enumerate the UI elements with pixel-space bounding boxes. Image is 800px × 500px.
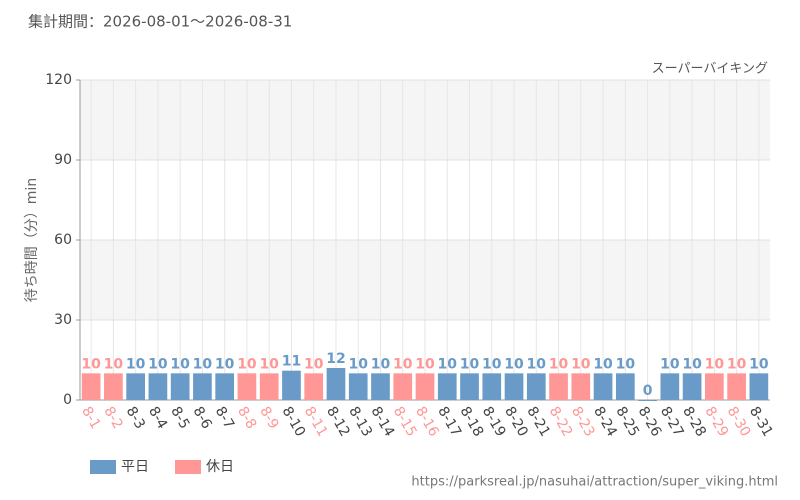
value-label: 11 xyxy=(282,354,301,370)
value-label: 10 xyxy=(571,356,591,372)
bar xyxy=(393,373,413,400)
bar xyxy=(81,373,101,400)
bar xyxy=(415,373,435,400)
legend-swatch xyxy=(175,460,201,474)
bar xyxy=(348,373,368,400)
bar xyxy=(615,373,635,400)
x-tick-label: 8-6 xyxy=(189,404,214,432)
value-label: 10 xyxy=(215,356,235,372)
y-tick-label: 30 xyxy=(54,312,72,328)
x-tick-label: 8-1 xyxy=(78,404,103,432)
bar xyxy=(170,373,190,400)
bar xyxy=(326,368,346,400)
value-label: 10 xyxy=(593,356,613,372)
x-tick-label: 8-2 xyxy=(100,404,125,432)
value-label: 10 xyxy=(527,356,547,372)
value-label: 10 xyxy=(660,356,680,372)
value-label: 10 xyxy=(170,356,190,372)
value-label: 10 xyxy=(749,356,769,372)
value-label: 12 xyxy=(326,351,345,367)
value-label: 10 xyxy=(348,356,368,372)
x-tick-label: 8-5 xyxy=(167,404,192,432)
bar xyxy=(193,373,212,400)
bar xyxy=(727,373,746,400)
value-label: 10 xyxy=(438,356,458,372)
value-label: 10 xyxy=(415,356,435,372)
legend-label: 平日 xyxy=(121,459,149,475)
value-label: 10 xyxy=(126,356,146,372)
bar xyxy=(660,373,680,400)
subtitle: 集計期間：2026-08-01～2026-08-31 xyxy=(28,13,292,31)
value-label: 10 xyxy=(616,356,636,372)
y-tick-label: 120 xyxy=(45,72,72,88)
bar xyxy=(526,373,546,400)
bar xyxy=(482,373,502,400)
bar xyxy=(460,373,479,400)
x-tick-label: 8-8 xyxy=(234,404,259,432)
value-label: 10 xyxy=(460,356,480,372)
legend-label: 休日 xyxy=(206,459,234,475)
bar xyxy=(259,373,279,400)
value-label: 10 xyxy=(304,356,324,372)
value-label: 0 xyxy=(643,383,653,399)
value-label: 10 xyxy=(682,356,702,372)
value-label: 10 xyxy=(504,356,524,372)
value-label: 10 xyxy=(104,356,124,372)
bar xyxy=(682,373,702,400)
value-label: 10 xyxy=(393,356,413,372)
bar xyxy=(371,373,390,400)
x-tick-label: 8-4 xyxy=(145,404,170,432)
x-tick-label: 8-7 xyxy=(212,404,237,432)
value-label: 10 xyxy=(148,356,168,372)
bar xyxy=(593,373,613,400)
bar xyxy=(571,373,591,400)
bar xyxy=(549,373,568,400)
value-label: 10 xyxy=(482,356,502,372)
annotation: スーパーバイキング xyxy=(652,62,768,77)
value-label: 10 xyxy=(727,356,747,372)
bar xyxy=(215,373,235,400)
value-label: 10 xyxy=(371,356,391,372)
y-tick-label: 60 xyxy=(54,232,72,248)
bar xyxy=(638,400,657,401)
value-label: 10 xyxy=(549,356,569,372)
bar xyxy=(148,373,168,400)
source: https://parksreal.jp/nasuhai/attraction/… xyxy=(411,475,778,490)
bar xyxy=(749,373,769,400)
bar xyxy=(126,373,145,400)
y-tick-label: 0 xyxy=(63,392,72,408)
x-tick-label: 8-31 xyxy=(746,404,776,440)
value-label: 10 xyxy=(237,356,257,372)
bar xyxy=(282,370,301,400)
bar xyxy=(304,373,324,400)
bar xyxy=(437,373,457,400)
x-tick-label: 8-9 xyxy=(256,404,281,432)
legend-swatch xyxy=(90,460,116,474)
bar xyxy=(237,373,257,400)
bar xyxy=(104,373,123,400)
value-label: 10 xyxy=(193,356,213,372)
bar xyxy=(504,373,524,400)
x-tick-label: 8-3 xyxy=(123,404,148,432)
value-label: 10 xyxy=(81,356,101,372)
y-axis-label: 待ち時間（分）min xyxy=(24,178,40,302)
bar xyxy=(705,373,724,400)
value-label: 10 xyxy=(259,356,279,372)
y-tick-label: 90 xyxy=(54,152,72,168)
value-label: 10 xyxy=(705,356,725,372)
